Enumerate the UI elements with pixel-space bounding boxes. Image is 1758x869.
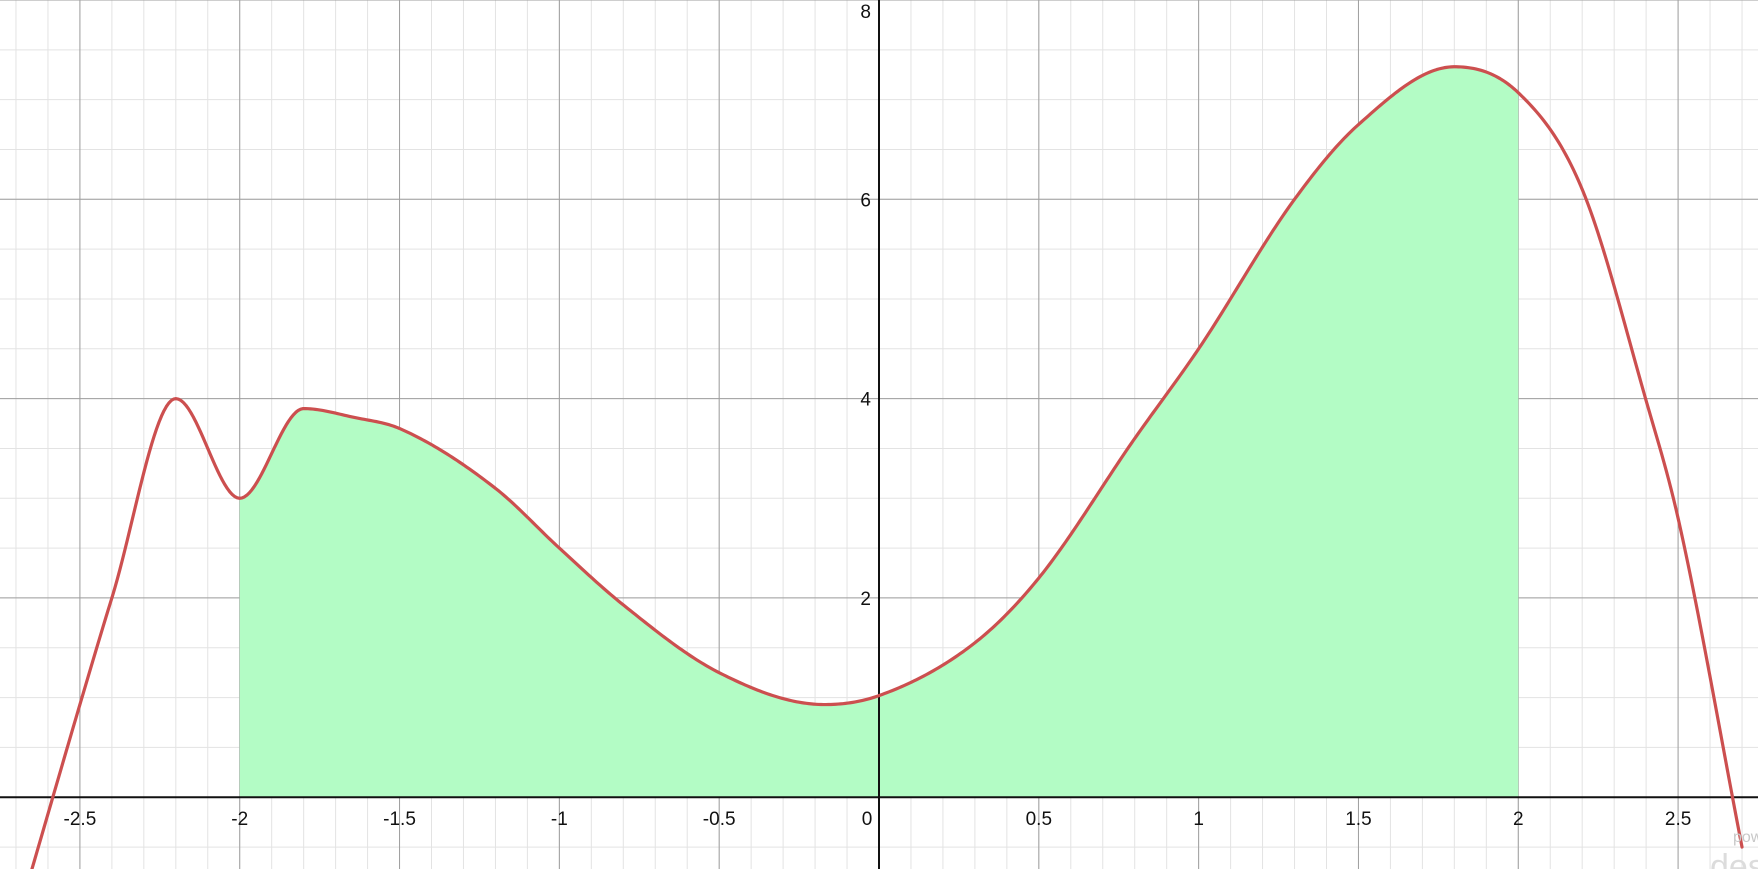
x-tick-label: 1.5 [1345, 809, 1371, 830]
x-tick-label: -0.5 [703, 809, 736, 830]
x-tick-label: -1 [551, 809, 568, 830]
x-tick-labels: -2.5 -2 -1.5 -1 -0.5 0 0.5 1 1.5 2 2.5 [64, 809, 1692, 830]
x-tick-label: 2.5 [1665, 809, 1691, 830]
y-tick-label: 2 [860, 589, 871, 610]
watermark-text: pow [1733, 829, 1758, 846]
x-tick-label: -2 [231, 809, 248, 830]
function-curve [30, 65, 1744, 869]
x-tick-label: 0 [862, 809, 873, 830]
watermark-logo: des [1710, 848, 1758, 869]
x-tick-label: 0.5 [1026, 809, 1052, 830]
integral-shaded-area [239, 66, 1519, 798]
x-tick-label: 2 [1513, 809, 1524, 830]
y-tick-label: 8 [860, 2, 871, 23]
x-tick-label: -1.5 [383, 809, 416, 830]
y-tick-label: 4 [860, 390, 871, 411]
y-tick-label: 6 [860, 190, 871, 211]
x-tick-label: 1 [1193, 809, 1204, 830]
y-tick-labels: 2 4 6 8 [860, 2, 871, 610]
x-tick-label: -2.5 [64, 809, 97, 830]
